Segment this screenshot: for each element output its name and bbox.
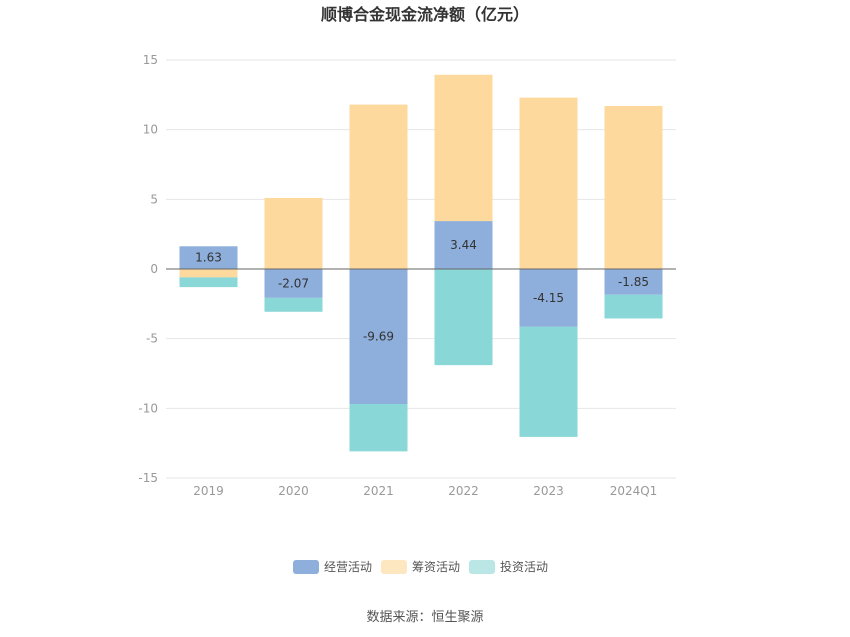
y-tick-label: 10	[143, 123, 158, 137]
bar-segment	[179, 277, 238, 288]
legend-label: 经营活动	[324, 560, 372, 574]
grid: 15 10 5 0 -5 -10 -15 2019 2020 2021 2022 2023 2024Q1	[138, 53, 676, 498]
data-label: -1.85	[618, 275, 649, 289]
bar-segment	[604, 294, 663, 319]
legend-swatch	[381, 560, 407, 574]
y-tick-label: -5	[146, 332, 158, 346]
bar-segment	[604, 105, 663, 269]
bar-segment	[519, 97, 578, 270]
x-tick-label: 2021	[363, 484, 394, 498]
bar-segment	[434, 269, 493, 366]
bar-segment	[179, 269, 238, 278]
chart-title: 顺博合金现金流净额（亿元）	[321, 5, 529, 24]
bar-segment	[179, 246, 238, 269]
data-label: -9.69	[363, 330, 394, 344]
legend-label: 筹资活动	[412, 560, 460, 574]
legend: 经营活动 筹资活动 投资活动	[293, 559, 548, 574]
bar-segment	[434, 221, 493, 269]
bar-segment	[264, 197, 323, 269]
x-tick-label: 2020	[278, 484, 309, 498]
source-note: 数据来源：恒生聚源	[366, 610, 483, 625]
y-tick-label: -15	[138, 471, 158, 485]
x-tick-label: 2019	[193, 484, 224, 498]
y-tick-label: 5	[150, 192, 158, 206]
x-tick-label: 2022	[448, 484, 479, 498]
bar-segment	[264, 269, 323, 298]
x-tick-label: 2023	[533, 484, 564, 498]
bar-segment	[349, 104, 408, 269]
data-label: 3.44	[450, 238, 477, 252]
legend-swatch	[293, 560, 319, 574]
bars	[166, 74, 676, 452]
y-tick-label: -10	[138, 401, 158, 415]
y-tick-label: 0	[150, 262, 158, 276]
legend-label: 投资活动	[500, 559, 548, 574]
bar-segment	[604, 269, 663, 295]
x-tick-label: 2024Q1	[610, 484, 658, 498]
data-labels: 1.63 -2.07 -9.69 3.44 -4.15 -1.85	[195, 238, 649, 343]
y-tick-label: 15	[143, 53, 158, 67]
legend-swatch	[469, 560, 495, 574]
bar-segment	[519, 326, 578, 437]
bar-segment	[519, 269, 578, 327]
data-label: -4.15	[533, 291, 564, 305]
bar-segment	[434, 74, 493, 222]
bar-segment	[349, 269, 408, 405]
data-label: 1.63	[195, 251, 222, 265]
bar-segment	[349, 404, 408, 452]
data-label: -2.07	[278, 276, 309, 290]
bar-segment	[264, 297, 323, 312]
